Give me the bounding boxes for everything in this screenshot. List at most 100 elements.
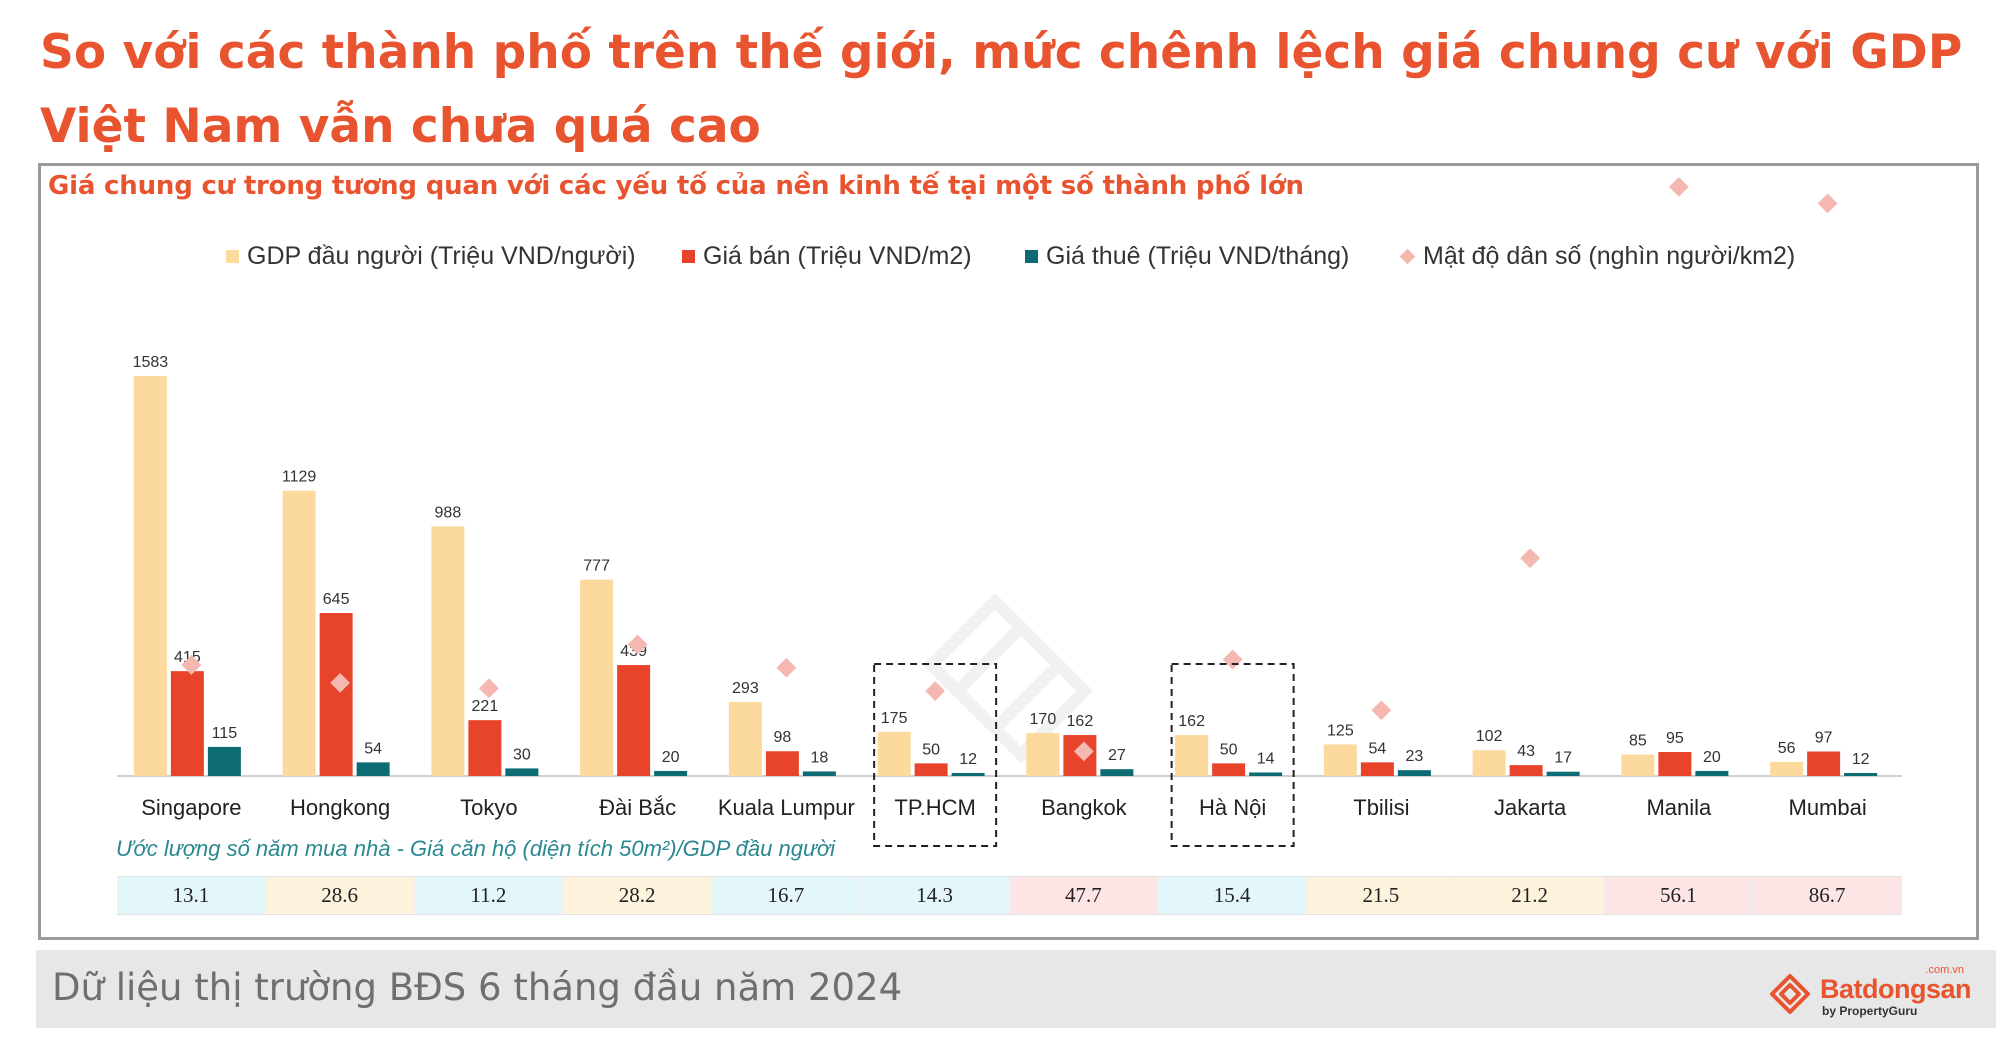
bar-0-3 [580,579,614,776]
data-label-0-6: 170 [1030,711,1057,728]
density-marker-10 [1668,177,1689,197]
category-label-2: Tokyo [460,795,517,820]
data-label-1-1: 645 [323,591,350,608]
category-label-7: Hà Nội [1199,795,1266,820]
data-label-1-5: 50 [922,741,940,758]
density-marker-4 [776,657,797,678]
density-marker-6 [1073,741,1094,762]
bar-1-4 [765,751,799,776]
category-label-0: Singapore [141,795,241,820]
density-marker-1 [330,672,351,693]
data-label-0-4: 293 [732,680,759,697]
bar-1-1 [319,613,353,776]
legend: GDP đầu người (Triệu VND/người) Giá bán … [0,236,2000,276]
ratio-cell-2: 11.2 [414,877,564,914]
bar-0-9 [1472,750,1506,776]
watermark-logo [922,592,1094,764]
ratio-cell-11: 86.7 [1753,877,1902,914]
ratio-cell-8: 21.5 [1307,877,1456,914]
data-label-2-1: 54 [364,740,382,757]
data-label-0-7: 162 [1178,713,1205,730]
data-label-2-0: 115 [212,725,238,742]
brand-name: Batdongsan [1820,974,1972,1004]
bar-1-0 [170,671,204,776]
legend-swatch-price [682,249,695,263]
ratio-cell-3: 28.2 [563,877,712,914]
legend-swatch-gdp [226,249,239,263]
legend-label-price: Giá bán (Triệu VND/m2) [703,241,972,270]
legend-item-rent: Giá thuê (Triệu VND/tháng) [1025,236,1349,276]
data-label-2-7: 14 [1257,750,1275,767]
bar-0-5 [877,731,911,776]
data-label-1-7: 50 [1220,741,1238,758]
data-label-2-9: 17 [1554,750,1572,767]
legend-label-gdp: GDP đầu người (Triệu VND/người) [247,241,636,270]
ratio-cell-10: 56.1 [1604,877,1754,914]
bar-2-11 [1844,772,1878,776]
bar-2-7 [1249,772,1283,776]
brand-logo-icon [1770,974,1810,1014]
density-marker-11 [1817,193,1838,214]
bar-0-11 [1770,761,1804,776]
bar-1-3 [617,665,651,776]
bar-0-10 [1621,754,1655,776]
category-label-11: Mumbai [1789,795,1867,820]
brand-subtitle: by PropertyGuru [1822,1004,1918,1018]
footer-text: Dữ liệu thị trường BĐS 6 tháng đầu năm 2… [52,966,903,1009]
data-label-1-2: 221 [472,698,499,715]
bar-2-2 [505,768,539,776]
category-label-3: Đài Bắc [599,795,676,820]
headline: So với các thành phố trên thế giới, mức … [40,25,1963,154]
bar-2-6 [1100,769,1134,776]
ratio-cell-6: 47.7 [1009,877,1159,914]
data-label-2-4: 18 [810,749,828,766]
chart-title: Giá chung cư trong tương quan với các yế… [48,171,1304,201]
ratio-cell-0: 13.1 [117,877,266,914]
ratio-cell-5: 14.3 [860,877,1010,914]
brand-domain: .com.vn [1925,964,1964,976]
data-label-0-11: 56 [1778,740,1796,757]
data-label-2-2: 30 [513,746,531,763]
density-marker-2 [478,678,499,699]
category-label-6: Bangkok [1041,795,1128,820]
density-marker-7 [1222,649,1243,670]
bar-0-7 [1175,735,1209,776]
ratio-caption: Ước lượng số năm mua nhà - Giá căn hộ (d… [116,836,836,861]
data-label-0-2: 988 [435,504,462,521]
data-label-2-3: 20 [662,749,680,766]
data-label-0-10: 85 [1629,733,1647,750]
bar-0-6 [1026,733,1060,776]
legend-item-price: Giá bán (Triệu VND/m2) [682,236,972,276]
data-label-1-10: 95 [1666,730,1684,747]
data-label-0-1: 1129 [282,469,317,486]
bar-0-0 [133,376,167,776]
category-label-1: Hongkong [290,795,390,820]
watermark-shape-1 [948,618,1094,764]
legend-label-rent: Giá thuê (Triệu VND/tháng) [1046,241,1350,270]
legend-item-density: Mật độ dân số (nghìn người/km2) [1399,236,1796,276]
ratio-cell-1: 28.6 [265,877,415,914]
bar-1-2 [468,720,502,776]
bar-2-8 [1397,770,1431,776]
bar-0-1 [282,490,316,776]
data-label-1-6: 162 [1067,713,1094,730]
bar-2-1 [356,762,390,776]
bar-2-3 [654,770,688,776]
bar-1-10 [1658,751,1692,776]
ratio-cell-4: 16.7 [712,877,861,914]
bar-1-7 [1212,763,1246,776]
data-label-1-9: 43 [1517,743,1535,760]
chart-panel [38,163,1979,940]
category-label-5: TP.HCM [894,795,976,820]
highlight-box-5 [873,663,998,847]
density-marker-3 [627,634,648,655]
data-label-0-9: 102 [1476,728,1503,745]
bar-2-10 [1695,770,1729,776]
data-label-1-8: 54 [1368,740,1386,757]
bar-0-8 [1323,744,1357,776]
data-label-2-11: 12 [1852,751,1870,768]
bar-0-4 [728,701,762,776]
legend-label-density: Mật độ dân số (nghìn người/km2) [1423,241,1796,270]
category-label-9: Jakarta [1494,795,1567,820]
